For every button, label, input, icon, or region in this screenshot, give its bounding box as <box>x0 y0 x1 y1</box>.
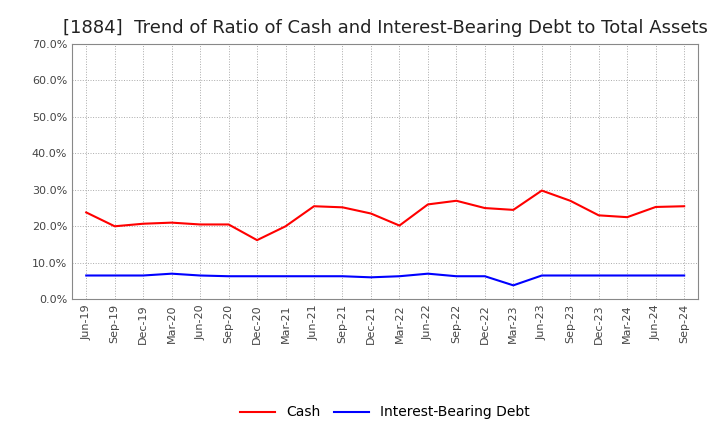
Interest-Bearing Debt <box>452 274 461 279</box>
Line: Cash: Cash <box>86 191 684 240</box>
Interest-Bearing Debt <box>225 274 233 279</box>
Cash <box>310 204 318 209</box>
Interest-Bearing Debt <box>310 274 318 279</box>
Cash <box>225 222 233 227</box>
Interest-Bearing Debt <box>338 274 347 279</box>
Cash <box>110 224 119 229</box>
Cash <box>395 223 404 228</box>
Cash <box>652 204 660 209</box>
Cash <box>537 188 546 193</box>
Interest-Bearing Debt <box>139 273 148 278</box>
Interest-Bearing Debt <box>423 271 432 276</box>
Interest-Bearing Debt <box>82 273 91 278</box>
Interest-Bearing Debt <box>537 273 546 278</box>
Interest-Bearing Debt <box>509 283 518 288</box>
Cash <box>139 221 148 226</box>
Cash <box>595 213 603 218</box>
Interest-Bearing Debt <box>595 273 603 278</box>
Cash <box>366 211 375 216</box>
Interest-Bearing Debt <box>282 274 290 279</box>
Cash <box>253 238 261 243</box>
Legend: Cash, Interest-Bearing Debt: Cash, Interest-Bearing Debt <box>235 400 536 425</box>
Cash <box>167 220 176 225</box>
Interest-Bearing Debt <box>366 275 375 280</box>
Cash <box>566 198 575 203</box>
Interest-Bearing Debt <box>623 273 631 278</box>
Cash <box>196 222 204 227</box>
Cash <box>680 204 688 209</box>
Interest-Bearing Debt <box>395 274 404 279</box>
Cash <box>452 198 461 203</box>
Cash <box>82 210 91 215</box>
Cash <box>423 202 432 207</box>
Line: Interest-Bearing Debt: Interest-Bearing Debt <box>86 274 684 286</box>
Interest-Bearing Debt <box>566 273 575 278</box>
Title: [1884]  Trend of Ratio of Cash and Interest-Bearing Debt to Total Assets: [1884] Trend of Ratio of Cash and Intere… <box>63 19 708 37</box>
Cash <box>282 224 290 229</box>
Interest-Bearing Debt <box>480 274 489 279</box>
Interest-Bearing Debt <box>652 273 660 278</box>
Cash <box>338 205 347 210</box>
Interest-Bearing Debt <box>196 273 204 278</box>
Interest-Bearing Debt <box>253 274 261 279</box>
Cash <box>509 207 518 213</box>
Cash <box>623 215 631 220</box>
Interest-Bearing Debt <box>167 271 176 276</box>
Interest-Bearing Debt <box>110 273 119 278</box>
Interest-Bearing Debt <box>680 273 688 278</box>
Cash <box>480 205 489 211</box>
